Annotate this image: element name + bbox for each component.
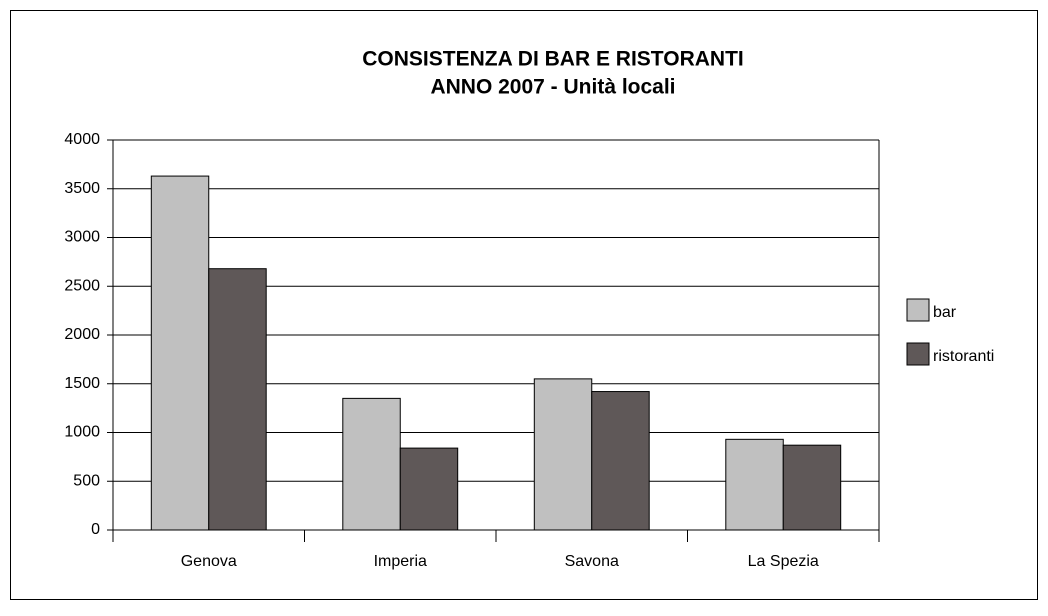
x-tick-label: Imperia — [374, 553, 427, 570]
y-tick-label: 1000 — [64, 424, 100, 441]
chart-subtitle: ANNO 2007 - Unità locali — [430, 76, 675, 99]
y-tick-label: 1500 — [64, 375, 100, 392]
bar — [725, 438, 784, 531]
bar — [208, 268, 267, 531]
y-tick-label: 3500 — [64, 180, 100, 197]
y-tick-label: 2500 — [64, 277, 100, 294]
bar — [591, 391, 650, 531]
y-tick-label: 0 — [91, 521, 100, 538]
y-tick-label: 4000 — [64, 131, 100, 148]
bar — [399, 447, 459, 531]
legend-swatch — [906, 298, 930, 322]
x-tick-label: La Spezia — [748, 553, 819, 570]
chart-title: CONSISTENZA DI BAR E RISTORANTI — [362, 48, 744, 71]
bar — [342, 397, 401, 531]
y-tick-label: 2000 — [64, 326, 100, 343]
y-tick-label: 3000 — [64, 229, 100, 246]
x-tick-label: Savona — [565, 553, 619, 570]
y-tick-label: 500 — [73, 472, 100, 489]
legend-label: ristoranti — [933, 348, 994, 365]
x-tick-label: Genova — [181, 553, 237, 570]
bar — [150, 175, 210, 531]
legend-swatch — [906, 342, 930, 366]
bar — [533, 378, 593, 531]
legend-label: bar — [933, 304, 957, 321]
bar — [782, 444, 842, 531]
